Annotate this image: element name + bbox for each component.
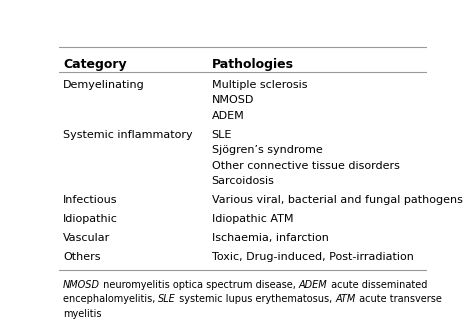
- Text: systemic lupus erythematosus,: systemic lupus erythematosus,: [176, 295, 336, 304]
- Text: Various viral, bacterial and fungal pathogens: Various viral, bacterial and fungal path…: [212, 195, 463, 205]
- Text: SLE: SLE: [212, 130, 232, 140]
- Text: acute disseminated: acute disseminated: [328, 280, 427, 290]
- Text: Systemic inflammatory: Systemic inflammatory: [63, 130, 192, 140]
- Text: ADEM: ADEM: [212, 111, 245, 121]
- Text: Other connective tissue disorders: Other connective tissue disorders: [212, 161, 400, 171]
- Text: Toxic, Drug-induced, Post-irradiation: Toxic, Drug-induced, Post-irradiation: [212, 252, 414, 262]
- Text: Vascular: Vascular: [63, 233, 110, 243]
- Text: Sarcoidosis: Sarcoidosis: [212, 176, 274, 186]
- Text: encephalomyelitis,: encephalomyelitis,: [63, 295, 158, 304]
- Text: NMOSD: NMOSD: [63, 280, 100, 290]
- Text: Others: Others: [63, 252, 100, 262]
- Text: NMOSD: NMOSD: [212, 96, 254, 105]
- Text: myelitis: myelitis: [63, 309, 101, 319]
- Text: Pathologies: Pathologies: [212, 58, 294, 71]
- Text: Sjögren’s syndrome: Sjögren’s syndrome: [212, 145, 322, 155]
- Text: acute transverse: acute transverse: [356, 295, 442, 304]
- Text: SLE: SLE: [158, 295, 176, 304]
- Text: Multiple sclerosis: Multiple sclerosis: [212, 80, 307, 90]
- Text: Infectious: Infectious: [63, 195, 118, 205]
- Text: neuromyelitis optica spectrum disease,: neuromyelitis optica spectrum disease,: [100, 280, 299, 290]
- Text: ADEM: ADEM: [299, 280, 328, 290]
- Text: ATM: ATM: [336, 295, 356, 304]
- Text: Category: Category: [63, 58, 127, 71]
- Text: Demyelinating: Demyelinating: [63, 80, 145, 90]
- Text: Ischaemia, infarction: Ischaemia, infarction: [212, 233, 328, 243]
- Text: Idiopathic: Idiopathic: [63, 214, 118, 224]
- Text: Idiopathic ATM: Idiopathic ATM: [212, 214, 293, 224]
